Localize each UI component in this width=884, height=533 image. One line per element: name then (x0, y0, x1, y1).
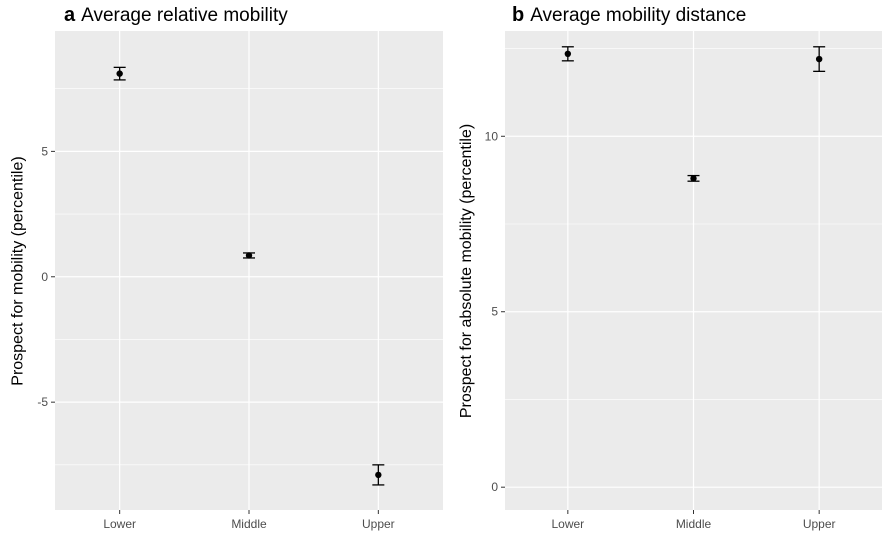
chart-panel-a: a Average relative mobility Prospect for … (9, 4, 443, 531)
chart-title-b: b Average mobility distance (512, 4, 746, 27)
x-tick-label-a: Middle (231, 517, 267, 531)
y-tick-label-a: 5 (41, 144, 48, 158)
x-tick-label-b: Middle (676, 517, 712, 531)
data-point-middle-a (245, 252, 253, 259)
chart-title-a: a Average relative mobility (64, 4, 288, 27)
x-tick-label-a: Upper (362, 517, 395, 531)
plot-area-b: 0 5 10 Lower Middle Upper (485, 31, 882, 531)
data-point-upper-a (375, 471, 382, 479)
panel-letter-b: b (512, 4, 525, 26)
x-tick-label-b: Upper (803, 517, 836, 531)
y-tick-label-b: 10 (485, 129, 499, 143)
data-point-lower-a (116, 70, 123, 77)
x-tick-label-a: Lower (103, 517, 136, 531)
title-text-b: Average mobility distance (530, 5, 747, 26)
data-point-lower-b (564, 50, 572, 58)
x-tick-label-b: Lower (551, 517, 584, 531)
data-point-middle-b (690, 175, 697, 182)
y-tick-label-b: 0 (491, 480, 498, 494)
panel-letter-a: a (64, 4, 76, 26)
y-tick-label-a: 0 (41, 270, 48, 284)
chart-panel-b: b Average mobility distance Prospect for … (445, 0, 884, 533)
y-tick-label-a: -5 (37, 395, 48, 409)
plot-area-a: -5 0 5 Lower Middle Upper (37, 31, 443, 531)
data-point-upper-b (815, 55, 823, 63)
title-text-a: Average relative mobility (81, 5, 288, 26)
y-tick-label-b: 5 (491, 305, 498, 319)
